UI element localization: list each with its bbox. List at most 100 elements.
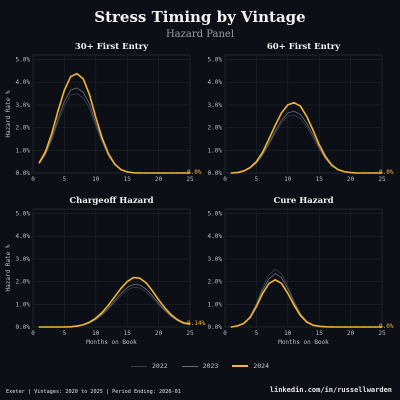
- data-point: [88, 321, 91, 323]
- y-tick-label: 5.0%: [16, 57, 31, 64]
- y-tick-label: 5.0%: [208, 57, 223, 64]
- y-tick-label: 2.0%: [16, 279, 31, 286]
- x-tick-label: 0: [223, 176, 227, 183]
- x-tick-label: 5: [63, 330, 67, 337]
- plot-frame: [224, 54, 383, 174]
- data-point: [170, 314, 172, 316]
- data-point: [318, 325, 320, 328]
- legend-label-2023: 2023: [202, 362, 219, 370]
- data-point: [312, 324, 314, 326]
- y-tick-label: 4.0%: [208, 233, 223, 240]
- data-point: [331, 326, 333, 328]
- x-tick-label: 25: [186, 330, 194, 337]
- x-tick-label: 25: [378, 330, 386, 337]
- legend-item-2023: 2023: [181, 362, 219, 370]
- y-tick-label: 1.0%: [16, 301, 31, 308]
- chart-panel-1: 0.0% 1.0% 2.0% 3.0% 4.0% 5.0% 0 5 10 15 20 25 30+ Fi…: [5, 42, 202, 183]
- data-point: [305, 321, 308, 323]
- y-tick-label: 5.0%: [16, 211, 31, 218]
- y-tick-label: 4.0%: [16, 233, 31, 240]
- data-point: [236, 171, 239, 174]
- data-point: [63, 89, 66, 91]
- x-tick-label: 10: [92, 330, 100, 337]
- data-point: [356, 326, 358, 328]
- x-tick-label: 20: [347, 176, 355, 183]
- y-tick-label: 2.0%: [16, 125, 31, 132]
- data-point: [107, 304, 110, 306]
- data-point: [164, 307, 166, 309]
- chart-panel-4: 0.0% 1.0% 2.0% 3.0% 4.0% 5.0% 0 5 10 15 20 25 Cure H…: [208, 196, 394, 346]
- data-point: [126, 171, 128, 173]
- y-tick-label: 0.0%: [16, 170, 31, 177]
- chart-panel-2: 0.0% 1.0% 2.0% 3.0% 4.0% 5.0% 0 5 10 15 20 25 60+ Fi…: [208, 42, 394, 183]
- y-tick-label: 3.0%: [16, 256, 31, 263]
- data-point: [337, 168, 339, 171]
- data-point: [280, 112, 283, 114]
- footer-linkedin-link[interactable]: linkedin.com/in/russellwarden: [269, 386, 392, 394]
- data-point: [151, 172, 154, 174]
- data-point: [101, 311, 103, 314]
- data-point: [337, 326, 339, 328]
- y-tick-label: 2.0%: [208, 125, 223, 132]
- data-point: [183, 322, 185, 324]
- x-tick-label: 25: [186, 176, 194, 183]
- x-tick-label: 0: [31, 330, 35, 337]
- legend-label-2024: 2024: [253, 362, 269, 370]
- panel-title: Cure Hazard: [273, 196, 333, 206]
- data-point: [243, 170, 245, 172]
- x-tick-label: 10: [284, 176, 292, 183]
- data-point: [76, 72, 78, 75]
- end-value-label: 0.0%: [379, 323, 394, 330]
- x-tick-label: 15: [124, 176, 132, 183]
- data-point: [375, 172, 377, 174]
- legend-item-2022: 2022: [131, 362, 168, 370]
- y-tick-label: 4.0%: [16, 79, 31, 86]
- data-point: [324, 155, 327, 158]
- data-point: [261, 151, 264, 153]
- x-tick-label: 0: [31, 176, 35, 183]
- data-point: [299, 105, 302, 107]
- data-point: [189, 323, 191, 325]
- chart-panel-3: 0.0% 1.0% 2.0% 3.0% 4.0% 5.0% 0 5 10 15 20 25 Charge…: [5, 196, 205, 346]
- data-point: [139, 277, 141, 279]
- x-axis-label: Months on Book: [278, 339, 329, 346]
- page-subtitle: Hazard Panel: [165, 29, 235, 40]
- data-point: [274, 279, 276, 281]
- data-point: [243, 322, 245, 325]
- end-value-label: 0.0%: [379, 169, 394, 176]
- panel-title: 60+ First Entry: [267, 42, 341, 52]
- data-point: [38, 162, 40, 164]
- data-point: [293, 304, 295, 306]
- data-point: [44, 150, 47, 153]
- data-point: [274, 124, 276, 127]
- x-tick-label: 5: [255, 176, 259, 183]
- data-point: [120, 168, 122, 171]
- data-point: [69, 326, 72, 328]
- legend-label-2022: 2022: [152, 362, 168, 370]
- data-point: [349, 171, 352, 174]
- series-line-2022: [231, 268, 382, 328]
- data-point: [381, 326, 383, 328]
- data-point: [101, 137, 103, 139]
- data-point: [362, 326, 364, 328]
- y-tick-label: 4.0%: [208, 79, 223, 86]
- y-tick-label: 1.0%: [208, 147, 223, 154]
- data-point: [230, 172, 232, 174]
- data-point: [51, 326, 53, 328]
- x-tick-label: 5: [255, 330, 259, 337]
- x-tick-label: 5: [63, 176, 67, 183]
- data-point: [107, 153, 110, 155]
- data-point: [189, 172, 191, 174]
- data-point: [132, 276, 135, 279]
- y-tick-label: 2.0%: [208, 279, 223, 286]
- x-tick-label: 10: [92, 176, 100, 183]
- x-tick-label: 15: [124, 330, 132, 337]
- data-point: [268, 282, 270, 285]
- y-axis-label: Hazard Rate %: [5, 90, 12, 137]
- data-point: [44, 326, 47, 328]
- data-point: [299, 314, 302, 317]
- data-point: [183, 172, 185, 174]
- data-point: [76, 325, 78, 327]
- data-point: [343, 326, 346, 328]
- y-tick-label: 0.0%: [208, 324, 223, 331]
